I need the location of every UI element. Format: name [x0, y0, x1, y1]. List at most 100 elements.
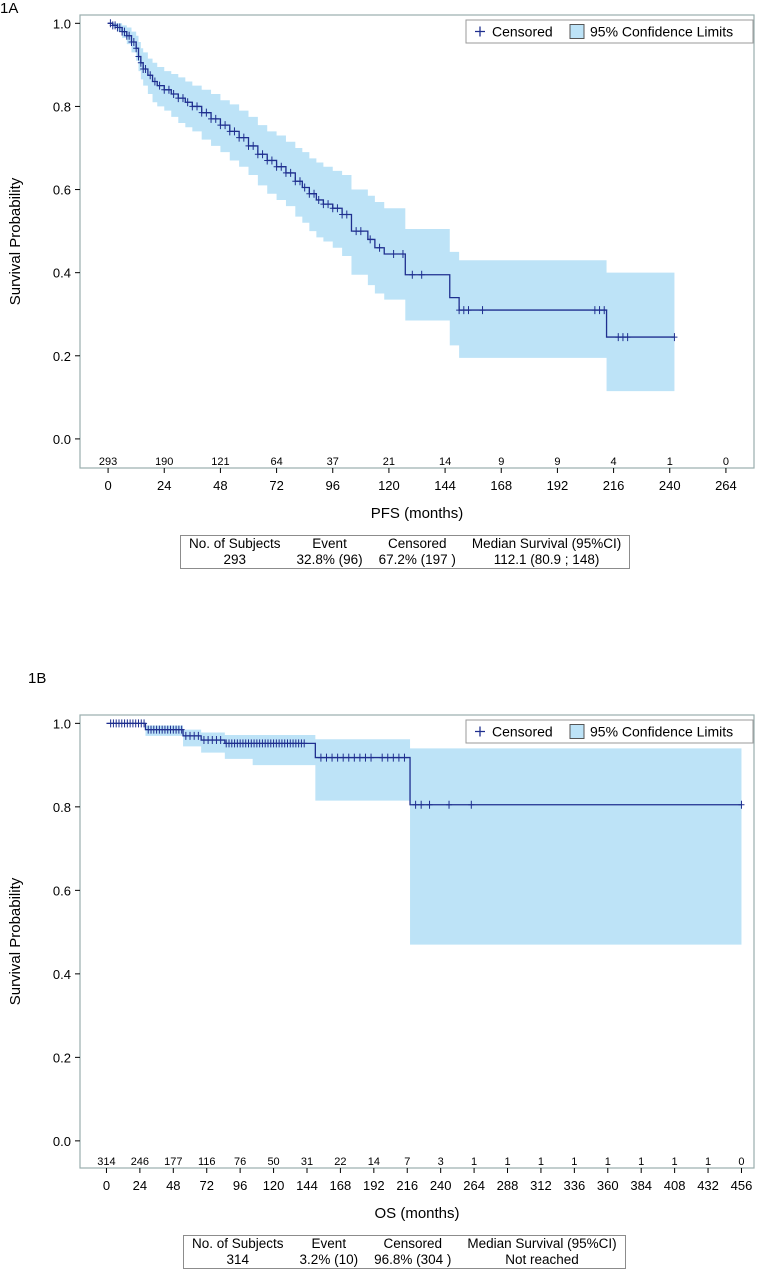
at-risk-count: 1 [504, 1156, 510, 1168]
x-tick-label: 384 [630, 1178, 652, 1193]
at-risk-count: 9 [554, 456, 560, 468]
censor-mark [135, 52, 142, 61]
legend-censored-marker [475, 26, 485, 37]
censor-mark [376, 243, 383, 252]
summary-header-median: Median Survival (95%CI) [467, 1236, 617, 1251]
x-tick-label: 120 [263, 1178, 285, 1193]
censor-mark [141, 719, 148, 728]
x-tick-label: 240 [659, 478, 681, 493]
summary-value-subjects: 293 [223, 552, 247, 567]
censor-mark [195, 731, 202, 740]
panel-b-chart: 0.0 0.2 0.4 0.6 0.8 1.0 0 24 48 72 96 120 144 168 192 2… [7, 714, 755, 1222]
summary-header-subjects: No. of Subjects [192, 1236, 284, 1251]
x-tick-label: 240 [430, 1178, 452, 1193]
censor-mark [418, 800, 425, 809]
legend-box [465, 19, 754, 44]
censor-mark [601, 306, 608, 315]
x-tick-label: 264 [715, 478, 737, 493]
censor-mark [401, 753, 408, 762]
censor-mark [142, 65, 149, 74]
at-risk-count: 0 [723, 456, 729, 468]
censor-mark [390, 249, 397, 258]
at-risk-count: 314 [97, 1156, 115, 1168]
at-risk-count: 3 [438, 1156, 444, 1168]
censor-mark [278, 162, 285, 171]
legend-censored-label: Censored [492, 24, 553, 40]
censor-mark [165, 85, 172, 94]
censor-mark [368, 753, 375, 762]
censor-mark [170, 89, 177, 98]
at-risk-count: 1 [667, 456, 673, 468]
at-risk-count: 37 [327, 456, 339, 468]
x-tick-label: 96 [233, 1178, 247, 1193]
x-tick-label: 264 [463, 1178, 485, 1193]
at-risk-count: 1 [571, 1156, 577, 1168]
at-risk-count: 21 [383, 456, 395, 468]
at-risk-count: 76 [234, 1156, 246, 1168]
x-tick-label: 360 [597, 1178, 619, 1193]
censor-mark [250, 141, 257, 150]
censor-mark [671, 333, 678, 342]
censor-mark [479, 306, 486, 315]
censor-mark [259, 150, 266, 159]
x-tick-label: 456 [731, 1178, 753, 1193]
censor-mark [426, 800, 433, 809]
plot-frame [79, 14, 755, 469]
panel-a-summary-table: No. of Subjects Event Censored Median Su… [180, 535, 631, 569]
y-tick-label: 0.0 [53, 432, 71, 447]
censor-mark [395, 753, 402, 762]
y-tick-label: 1.0 [53, 716, 71, 731]
y-tick-label: 1.0 [53, 16, 71, 31]
y-axis-title: Survival Probability [7, 877, 24, 1005]
censor-mark [137, 58, 144, 67]
censor-mark [357, 227, 364, 236]
x-tick-label: 0 [104, 478, 111, 493]
at-risk-count: 1 [672, 1156, 678, 1168]
summary-value-row: 293 32.8% (96) 67.2% (197 ) 112.1 (80.9 … [181, 552, 630, 569]
x-tick-label: 120 [378, 478, 400, 493]
y-tick-label: 0.8 [53, 800, 71, 815]
censor-mark [301, 183, 308, 192]
at-risk-count: 14 [439, 456, 451, 468]
y-axis-title: Survival Probability [7, 177, 24, 305]
at-risk-count: 1 [605, 1156, 611, 1168]
at-risk-count: 1 [705, 1156, 711, 1168]
x-tick-label: 24 [157, 478, 171, 493]
at-risk-count: 22 [334, 1156, 346, 1168]
censor-mark [222, 121, 229, 130]
x-tick-label: 336 [564, 1178, 586, 1193]
summary-header-censored: Censored [387, 536, 447, 551]
censor-mark [296, 177, 303, 186]
summary-header-event: Event [312, 536, 347, 551]
x-tick-label: 48 [213, 478, 227, 493]
at-risk-count: 7 [404, 1156, 410, 1168]
at-risk-count: 14 [368, 1156, 380, 1168]
censor-mark [384, 753, 391, 762]
censor-mark [334, 204, 341, 213]
summary-value-row: 314 3.2% (10) 96.8% (304 ) Not reached [184, 1252, 626, 1269]
x-axis-title: PFS (months) [371, 505, 464, 522]
at-risk-count: 116 [198, 1156, 216, 1168]
censor-mark [409, 270, 416, 279]
censor-mark [340, 753, 347, 762]
censor-mark [362, 753, 369, 762]
censor-mark [184, 98, 191, 107]
x-tick-label: 48 [166, 1178, 180, 1193]
legend-censored-marker [475, 726, 485, 737]
panel-b-label: 1B [28, 670, 47, 687]
x-tick-label: 72 [199, 1178, 213, 1193]
summary-header-row: No. of Subjects Event Censored Median Su… [181, 536, 630, 553]
censor-mark [178, 725, 185, 734]
x-tick-label: 192 [363, 1178, 385, 1193]
legend-ci-label: 95% Confidence Limits [590, 24, 733, 40]
plot-frame [79, 714, 755, 1169]
x-tick-label: 144 [296, 1178, 318, 1193]
at-risk-count: 246 [131, 1156, 149, 1168]
at-risk-count: 31 [301, 1156, 313, 1168]
censor-mark [116, 23, 123, 32]
censor-mark [465, 306, 472, 315]
censor-mark [315, 195, 322, 204]
censor-mark [325, 200, 332, 209]
y-tick-label: 0.0 [53, 1134, 71, 1149]
censor-mark [418, 270, 425, 279]
